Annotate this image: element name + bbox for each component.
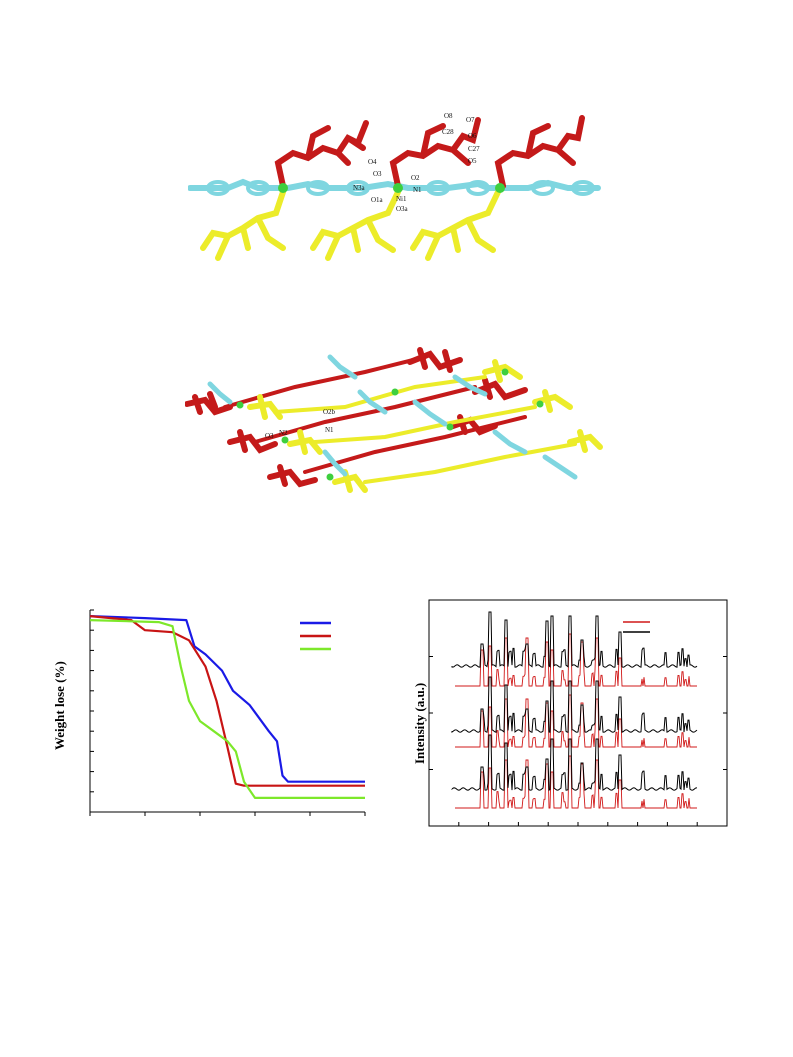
pxrd-frame [428,599,728,827]
atom-label-o3: O3 [373,170,382,178]
pxrd-simulated-pattern-1 [455,694,697,748]
crystal-layer-drawing: O2b N1 N2 O3 [185,347,603,493]
pxrd-legend [623,621,650,633]
pxrd-series [451,611,698,809]
tga-y-axis-label: Weight lose (%) [52,661,67,750]
atom-label-o7: O7 [466,116,475,124]
atom-label-o3a: O3a [396,205,409,213]
pxrd-experimental-pattern-1 [451,676,698,733]
atom-label-o3: O3 [265,432,274,440]
pxrd-axes [428,599,728,827]
tga-series [89,615,365,799]
cyan-links [207,354,578,480]
pxrd-experimental-pattern-0 [451,611,698,668]
atom-label-n1: N1 [413,186,422,194]
atom-label-c27: C27 [468,145,480,153]
crystal-chain-figure: O8 O7 C28 O6 C27 O5 O4 O3 O2 N3a N1 O1a … [188,108,602,268]
atom-label-n3a: N3a [353,184,366,192]
red-strands [223,355,527,474]
tga-chart-svg: Weight lose (%) [52,609,366,816]
atom-label-o2: O2 [411,174,420,182]
tga-axes [89,609,366,816]
atom-label-c28: C28 [442,128,454,136]
pxrd-experimental-pattern-2 [451,734,698,791]
pxrd-y-axis-label: Intensity (a.u.) [412,683,427,764]
atom-label-o1a: O1a [371,196,384,204]
pxrd-simulated-pattern-2 [455,755,697,809]
yellow-clusters [247,359,603,493]
atom-label-n2: N2 [279,429,288,437]
pxrd-chart: Intensity (a.u.) [410,596,730,836]
atom-label-o8: O8 [444,112,453,120]
nickel-centers [236,368,544,481]
atom-labels: O2b N1 N2 O3 [265,408,336,440]
atom-label-ni1: Ni1 [396,195,407,203]
yellow-strands [273,375,577,484]
atom-label-o2b: O2b [323,408,336,416]
pxrd-chart-svg: Intensity (a.u.) [412,599,728,827]
tga-series-line-1 [89,615,365,787]
tga-legend [300,621,331,651]
atom-label-n1: N1 [325,426,334,434]
atom-labels: O8 O7 C28 O6 C27 O5 O4 O3 O2 N3a N1 O1a … [353,112,480,213]
tga-chart: Weight lose (%) [50,600,380,840]
red-clusters [185,347,528,488]
crystal-layer-figure: O2b N1 N2 O3 [185,332,603,527]
cyan-rings [206,180,595,196]
pxrd-simulated-pattern-0 [455,633,697,687]
red-ligands [274,115,585,189]
atom-label-o4: O4 [368,158,377,166]
atom-label-o5: O5 [468,157,477,165]
tga-series-line-2 [89,619,365,799]
tga-series-line-0 [89,615,365,783]
yellow-ligands [200,189,501,261]
crystal-chain-drawing: O8 O7 C28 O6 C27 O5 O4 O3 O2 N3a N1 O1a … [188,112,601,261]
nickel-centers [278,183,505,193]
atom-label-o6: O6 [468,132,477,140]
